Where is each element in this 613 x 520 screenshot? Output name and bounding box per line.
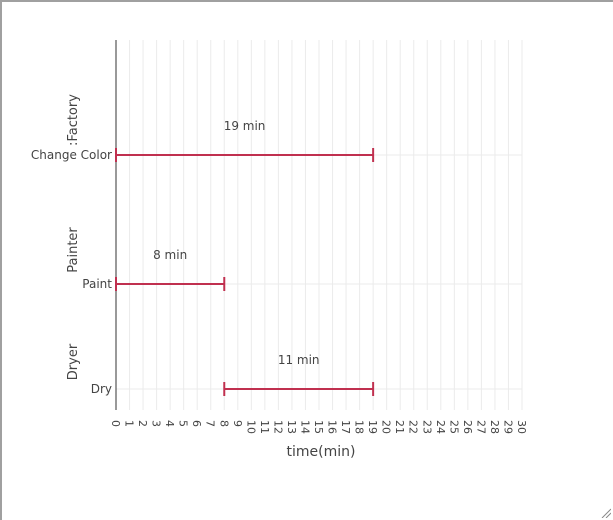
grid xyxy=(115,40,523,410)
task-label: Paint xyxy=(82,277,112,291)
x-tick-label: 9 xyxy=(231,420,244,427)
x-tick-label: 7 xyxy=(204,420,217,427)
task-label: Dry xyxy=(91,382,112,396)
x-tick-label: 10 xyxy=(244,420,257,434)
x-tick-label: 12 xyxy=(271,420,284,434)
x-tick-label: 19 xyxy=(366,420,379,434)
x-tick-label: 30 xyxy=(515,420,528,434)
x-axis-title: time(min) xyxy=(287,444,356,460)
bars: 19 min 8 min 11 min xyxy=(115,119,375,396)
x-tick-label: 29 xyxy=(501,420,514,434)
x-tick-label: 22 xyxy=(407,420,420,434)
x-tick-label: 20 xyxy=(380,420,393,434)
x-tick-label: 26 xyxy=(461,420,474,434)
x-ticks: 0 1 2 3 4 5 6 7 8 9 10 11 12 13 14 15 16 17 18 19 20 21 22 23 24… xyxy=(109,420,528,434)
x-tick-label: 6 xyxy=(190,420,203,427)
x-tick-label: 11 xyxy=(258,420,271,434)
x-tick-label: 1 xyxy=(123,420,136,427)
x-tick-label: 28 xyxy=(488,420,501,434)
x-tick-label: 25 xyxy=(447,420,460,434)
x-tick-label: 27 xyxy=(474,420,487,434)
task-label: Change Color xyxy=(31,148,112,162)
group-label: :Factory xyxy=(66,94,81,146)
x-tick-label: 5 xyxy=(177,420,190,427)
x-tick-label: 3 xyxy=(150,420,163,427)
group-label: Dryer xyxy=(66,343,81,380)
x-tick-label: 21 xyxy=(393,420,406,434)
resize-grip-icon[interactable] xyxy=(601,508,611,518)
duration-label: 19 min xyxy=(224,119,266,133)
x-tick-label: 16 xyxy=(326,420,339,434)
x-tick-label: 8 xyxy=(217,420,230,427)
x-tick-label: 0 xyxy=(109,420,122,427)
x-tick-label: 17 xyxy=(339,420,352,434)
duration-label: 11 min xyxy=(278,353,320,367)
duration-label: 8 min xyxy=(153,248,187,262)
x-tick-label: 4 xyxy=(163,420,176,427)
x-tick-label: 23 xyxy=(420,420,433,434)
x-tick-label: 18 xyxy=(353,420,366,434)
group-label: Painter xyxy=(66,227,81,273)
x-tick-label: 2 xyxy=(136,420,149,427)
x-tick-label: 15 xyxy=(312,420,325,434)
x-tick-label: 24 xyxy=(434,420,447,434)
x-tick-label: 14 xyxy=(298,420,311,434)
x-tick-label: 13 xyxy=(285,420,298,434)
